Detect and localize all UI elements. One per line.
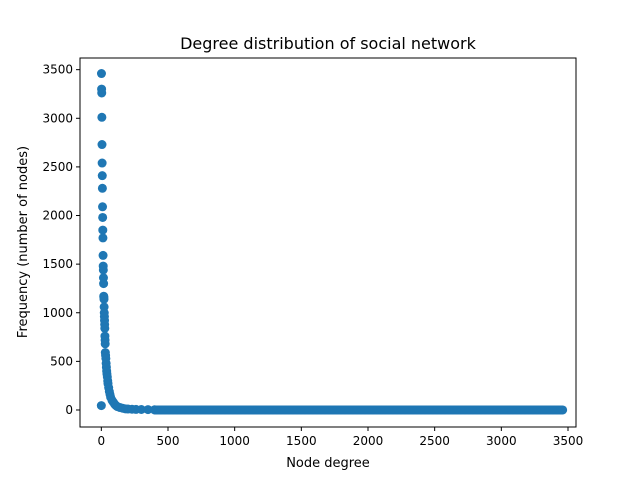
x-tick-label: 1000 [219, 434, 250, 448]
x-tick-label: 500 [157, 434, 180, 448]
data-point [98, 225, 108, 235]
data-point [100, 339, 110, 349]
y-tick-label: 0 [65, 403, 73, 417]
data-point [97, 140, 107, 150]
data-point [96, 401, 106, 411]
x-tick-label: 1500 [286, 434, 317, 448]
x-tick-label: 3500 [553, 434, 584, 448]
chart-title: Degree distribution of social network [180, 34, 477, 53]
data-point [99, 279, 109, 289]
data-point [97, 171, 107, 181]
data-point [97, 183, 107, 193]
y-tick-label: 3000 [42, 111, 73, 125]
y-tick-label: 1000 [42, 306, 73, 320]
data-point [98, 212, 108, 222]
data-point [98, 250, 108, 260]
data-point [558, 405, 568, 415]
data-point [100, 323, 110, 333]
y-tick-label: 500 [50, 354, 73, 368]
data-point [97, 112, 107, 122]
x-tick-label: 0 [98, 434, 106, 448]
y-axis-ticks: 0 500 1000 1500 2000 2500 3000 3500 [42, 63, 80, 417]
data-point [136, 404, 146, 414]
y-tick-label: 1500 [42, 257, 73, 271]
x-axis-ticks: 0 500 1000 1500 2000 2500 3000 3500 [98, 427, 584, 448]
y-tick-label: 2500 [42, 160, 73, 174]
y-tick-label: 2000 [42, 209, 73, 223]
x-tick-label: 3000 [486, 434, 517, 448]
data-point [98, 233, 108, 243]
x-tick-label: 2000 [353, 434, 384, 448]
data-point [99, 294, 109, 304]
axes-frame [79, 57, 577, 428]
data-point [97, 88, 107, 98]
data-points [96, 69, 568, 415]
x-tick-label: 2500 [419, 434, 450, 448]
data-point [96, 69, 106, 79]
data-point [98, 265, 108, 275]
data-point [98, 202, 108, 212]
data-point [143, 405, 153, 415]
y-tick-label: 3500 [42, 63, 73, 77]
x-axis-label: Node degree [286, 456, 370, 471]
data-point [97, 158, 107, 168]
y-axis-label: Frequency (number of nodes) [16, 146, 31, 338]
